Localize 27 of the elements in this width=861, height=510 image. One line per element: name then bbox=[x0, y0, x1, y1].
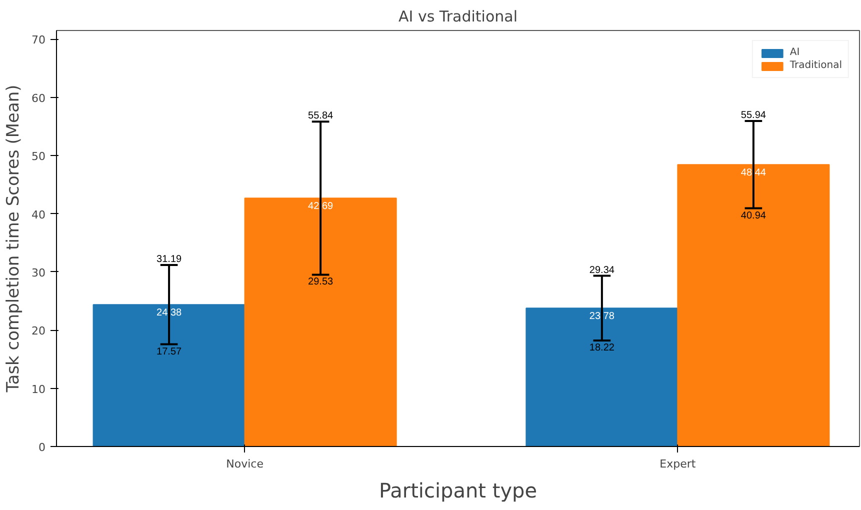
legend-label: AI bbox=[790, 47, 801, 58]
annotation: 40.94 bbox=[740, 210, 766, 222]
y-tick-label: 50 bbox=[32, 150, 46, 164]
annotation: 18.22 bbox=[589, 342, 615, 354]
bar bbox=[677, 164, 830, 446]
y-tick-label: 0 bbox=[38, 441, 46, 454]
annotation: 29.34 bbox=[589, 264, 615, 276]
x-tick-label: Expert bbox=[660, 458, 696, 470]
annotation: 55.84 bbox=[308, 110, 334, 122]
bar bbox=[92, 304, 246, 446]
annotation: 55.94 bbox=[740, 110, 766, 122]
x-tick-label: Novice bbox=[226, 458, 264, 470]
chart-title: AI vs Traditional bbox=[398, 8, 518, 26]
x-axis-title: Participant type bbox=[378, 478, 538, 502]
y-tick-label: 70 bbox=[32, 34, 46, 47]
annotation: 29.53 bbox=[308, 276, 334, 288]
y-tick-label: 30 bbox=[32, 266, 46, 280]
y-tick-label: 60 bbox=[32, 92, 46, 105]
legend-label: Traditional bbox=[790, 60, 842, 71]
y-tick-label: 40 bbox=[32, 208, 46, 222]
y-tick-label: 20 bbox=[32, 324, 46, 338]
bar bbox=[244, 198, 397, 446]
y-tick-label: 10 bbox=[32, 382, 46, 396]
annotation: 31.19 bbox=[156, 254, 182, 266]
y-axis-title: Task completion time Scores (Mean) bbox=[4, 84, 24, 394]
bar bbox=[526, 308, 678, 446]
annotation: 17.57 bbox=[156, 346, 182, 358]
